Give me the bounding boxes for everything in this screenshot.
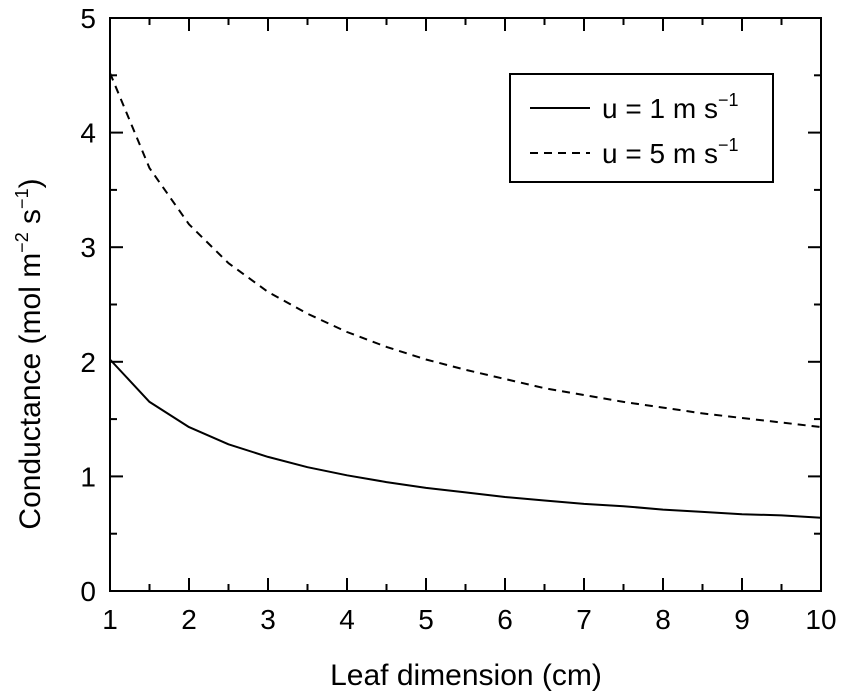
series-group [109, 72, 822, 519]
legend-label-2: u = 5 m s−1 [602, 135, 738, 169]
y-tick-label: 5 [80, 3, 96, 34]
y-axis-label-mid: s [14, 209, 47, 232]
series-line-2-dashed [109, 72, 822, 429]
y-axis-label-base: Conductance (mol m [14, 253, 47, 530]
y-tick-label: 1 [80, 461, 96, 492]
x-tick-label: 6 [497, 604, 513, 635]
x-tick-label: 4 [339, 604, 355, 635]
x-tick-label: 3 [260, 604, 276, 635]
legend: u = 1 m s−1u = 5 m s−1 [509, 73, 774, 183]
y-axis-label-exp1: −2 [12, 232, 32, 253]
y-axis-label: Conductance (mol m−2 s−1) [12, 178, 47, 529]
legend-label-base: u = 1 m s [602, 93, 718, 124]
y-tick-label: 3 [80, 232, 96, 263]
legend-label-base: u = 5 m s [602, 138, 718, 169]
series-line-1-solid [109, 358, 822, 519]
x-tick-label: 2 [181, 604, 197, 635]
legend-box [509, 73, 774, 183]
x-tick-label: 8 [655, 604, 671, 635]
legend-label-exp: −1 [718, 90, 739, 110]
x-tick-label: 1 [102, 604, 118, 635]
y-tick-label: 4 [80, 118, 96, 149]
legend-label-1: u = 1 m s−1 [602, 90, 738, 124]
legend-label-exp: −1 [718, 135, 739, 155]
x-tick-label: 9 [734, 604, 750, 635]
x-axis-label: Leaf dimension (cm) [330, 659, 602, 692]
y-tick-label: 2 [80, 347, 96, 378]
y-tick-label: 0 [80, 576, 96, 607]
x-tick-label: 7 [576, 604, 592, 635]
x-tick-label: 10 [805, 604, 836, 635]
y-axis-label-exp2: −1 [12, 188, 32, 209]
x-tick-label: 5 [418, 604, 434, 635]
y-axis-label-end: ) [14, 178, 47, 188]
